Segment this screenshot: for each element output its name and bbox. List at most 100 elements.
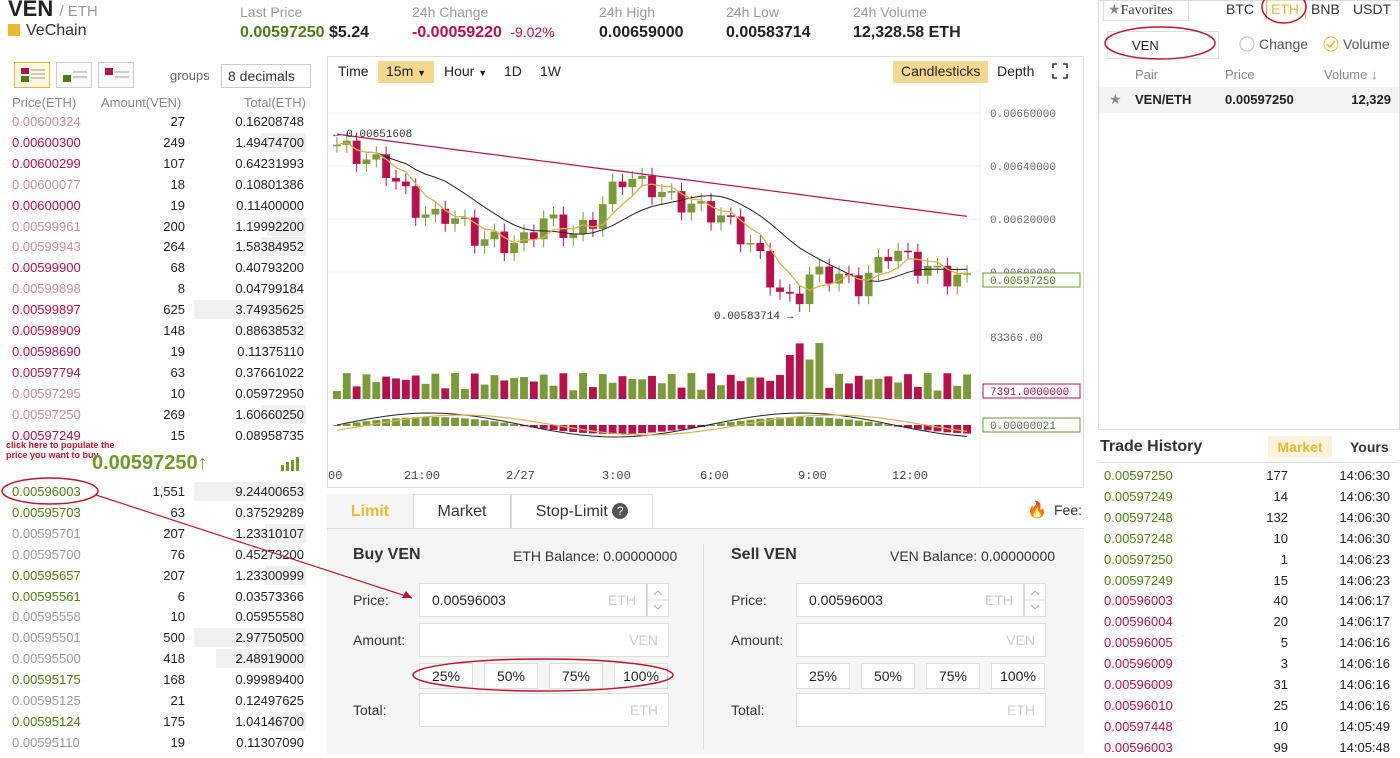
order-price[interactable]: 0.00599898 — [12, 281, 81, 297]
bid-row[interactable]: 0.00595558 10 0.05955580 — [0, 606, 310, 627]
bid-row[interactable]: 0.00595701 207 1.23310107 — [0, 523, 310, 544]
ask-row[interactable]: 0.00597250 269 1.60660250 — [0, 404, 310, 425]
tab-btc[interactable]: BTC — [1226, 1, 1254, 17]
help-icon[interactable]: ? — [612, 503, 629, 519]
order-price[interactable]: 0.00598909 — [12, 323, 81, 338]
tab-yours[interactable]: Yours — [1350, 439, 1389, 455]
fullscreen-icon[interactable] — [1052, 63, 1068, 79]
bid-row[interactable]: 0.00595125 21 0.12497625 — [0, 690, 310, 711]
ask-row[interactable]: 0.00597249 15 0.08958735 — [0, 425, 310, 446]
bid-row[interactable]: 0.00596003 1,551 9.24400653 — [0, 481, 310, 502]
buy-price-input[interactable]: 0.00596003 ETH — [419, 583, 647, 617]
order-price[interactable]: 0.00597295 — [12, 385, 81, 401]
search-input[interactable]: VEN — [1107, 31, 1219, 59]
radio-volume[interactable] — [1323, 36, 1339, 52]
sell-pct-100[interactable]: 100% — [991, 663, 1045, 689]
star-icon[interactable]: ★ — [1109, 91, 1122, 107]
order-price[interactable]: 0.00595124 — [12, 713, 81, 729]
order-price[interactable]: 0.00599900 — [12, 260, 81, 276]
sell-pct-50[interactable]: 50% — [861, 663, 915, 689]
order-price[interactable]: 0.00598690 — [12, 343, 81, 359]
bid-row[interactable]: 0.00595703 63 0.37529289 — [0, 502, 310, 523]
buy-price-stepper[interactable] — [647, 583, 670, 617]
buy-pct-25[interactable]: 25% — [419, 663, 473, 689]
ask-row[interactable]: 0.00599897 625 3.74935625 — [0, 299, 310, 320]
radio-change[interactable] — [1239, 36, 1255, 52]
ask-row[interactable]: 0.00599898 8 0.04799184 — [0, 278, 310, 299]
interval-1d[interactable]: 1D — [504, 63, 522, 79]
order-price[interactable]: 0.00595561 — [12, 588, 81, 604]
order-price[interactable]: 0.00597250 — [12, 406, 81, 422]
order-price[interactable]: 0.00600299 — [12, 155, 81, 171]
order-price[interactable]: 0.00595501 — [12, 630, 81, 646]
buy-total-input[interactable]: ETH — [419, 693, 669, 727]
tab-limit[interactable]: Limit — [327, 494, 413, 528]
order-price[interactable]: 0.00600324 — [12, 114, 81, 129]
ask-row[interactable]: 0.00600324 27 0.16208748 — [0, 111, 310, 132]
ask-row[interactable]: 0.00600300 249 1.49474700 — [0, 132, 310, 153]
view-both-button[interactable] — [14, 62, 50, 88]
ask-row[interactable]: 0.00599900 68 0.40793200 — [0, 257, 310, 278]
order-price[interactable]: 0.00597249 — [12, 427, 81, 443]
order-price[interactable]: 0.00597794 — [12, 364, 81, 380]
ask-row[interactable]: 0.00597794 63 0.37661022 — [0, 362, 310, 383]
decimals-select[interactable]: 8 decimals — [221, 64, 311, 88]
ask-row[interactable]: 0.00599961 200 1.19992200 — [0, 216, 310, 237]
view-asks-button[interactable] — [98, 62, 134, 88]
order-price[interactable]: 0.00595500 — [12, 651, 81, 667]
col-volume[interactable]: Volume ↓ — [1324, 67, 1378, 82]
tab-bnb[interactable]: BNB — [1311, 1, 1340, 17]
order-price[interactable]: 0.00596003 — [12, 484, 81, 499]
sell-price-stepper[interactable] — [1024, 583, 1047, 617]
order-price[interactable]: 0.00599961 — [12, 218, 81, 234]
order-price[interactable]: 0.00595110 — [12, 734, 80, 750]
bid-row[interactable]: 0.00595124 175 1.04146700 — [0, 711, 310, 732]
tab-market-history[interactable]: Market — [1268, 436, 1332, 458]
bid-row[interactable]: 0.00595501 500 2.97750500 — [0, 627, 310, 648]
market-row[interactable]: ★ VEN/ETH 0.00597250 12,329 — [1099, 87, 1399, 113]
bid-row[interactable]: 0.00595561 6 0.03573366 — [0, 586, 310, 607]
order-price[interactable]: 0.00595558 — [12, 609, 81, 625]
sell-amount-input[interactable]: VEN — [796, 623, 1046, 657]
sell-pct-75[interactable]: 75% — [926, 663, 980, 689]
interval-15m[interactable]: 15m ▼ — [378, 61, 435, 83]
tab-market[interactable]: Market — [413, 494, 511, 528]
bid-row[interactable]: 0.00595175 168 0.99989400 — [0, 669, 310, 690]
ask-row[interactable]: 0.00598909 148 0.88638532 — [0, 320, 310, 341]
chart-canvas[interactable]: 0.00660000 0.00640000 0.00620000 0.00600… — [328, 87, 1083, 487]
bid-row[interactable]: 0.00595657 207 1.23300999 — [0, 565, 310, 586]
buy-pct-50[interactable]: 50% — [484, 663, 538, 689]
bid-row[interactable]: 0.00595700 76 0.45273200 — [0, 544, 310, 565]
order-price[interactable]: 0.00600000 — [12, 197, 81, 213]
sell-total-input[interactable]: ETH — [796, 693, 1046, 727]
order-price[interactable]: 0.00595701 — [12, 525, 81, 541]
interval-1w[interactable]: 1W — [540, 63, 561, 79]
order-price[interactable]: 0.00600300 — [12, 134, 81, 150]
sell-pct-25[interactable]: 25% — [796, 663, 850, 689]
ask-row[interactable]: 0.00600299 107 0.64231993 — [0, 153, 310, 174]
ask-row[interactable]: 0.00600000 19 0.11400000 — [0, 195, 310, 216]
order-price[interactable]: 0.00595700 — [12, 546, 81, 562]
order-price[interactable]: 0.00599897 — [12, 302, 81, 318]
sell-price-input[interactable]: 0.00596003 ETH — [796, 583, 1024, 617]
ask-row[interactable]: 0.00597295 10 0.05972950 — [0, 383, 310, 404]
ask-row[interactable]: 0.00600077 18 0.10801386 — [0, 174, 310, 195]
order-price[interactable]: 0.00599943 — [12, 239, 81, 255]
order-price[interactable]: 0.00595125 — [12, 693, 81, 708]
interval-hour[interactable]: Hour ▼ — [444, 63, 488, 79]
order-price[interactable]: 0.00600077 — [12, 176, 81, 192]
order-price[interactable]: 0.00595703 — [12, 504, 81, 520]
buy-pct-75[interactable]: 75% — [549, 663, 603, 689]
ask-row[interactable]: 0.00598690 19 0.11375110 — [0, 341, 310, 362]
tab-stop-limit[interactable]: Stop-Limit ? — [511, 494, 653, 528]
bid-row[interactable]: 0.00595500 418 2.48919000 — [0, 648, 310, 669]
bid-row[interactable]: 0.00595110 19 0.11307090 — [0, 732, 310, 753]
view-bids-button[interactable] — [56, 62, 92, 88]
interval-time[interactable]: Time — [338, 63, 369, 79]
ask-row[interactable]: 0.00599943 264 1.58384952 — [0, 236, 310, 257]
tab-eth[interactable]: ETH — [1266, 0, 1306, 19]
tab-usdt[interactable]: USDT — [1353, 1, 1392, 17]
buy-pct-100[interactable]: 100% — [614, 663, 668, 689]
order-price[interactable]: 0.00595175 — [12, 672, 81, 688]
order-price[interactable]: 0.00595657 — [12, 567, 81, 583]
